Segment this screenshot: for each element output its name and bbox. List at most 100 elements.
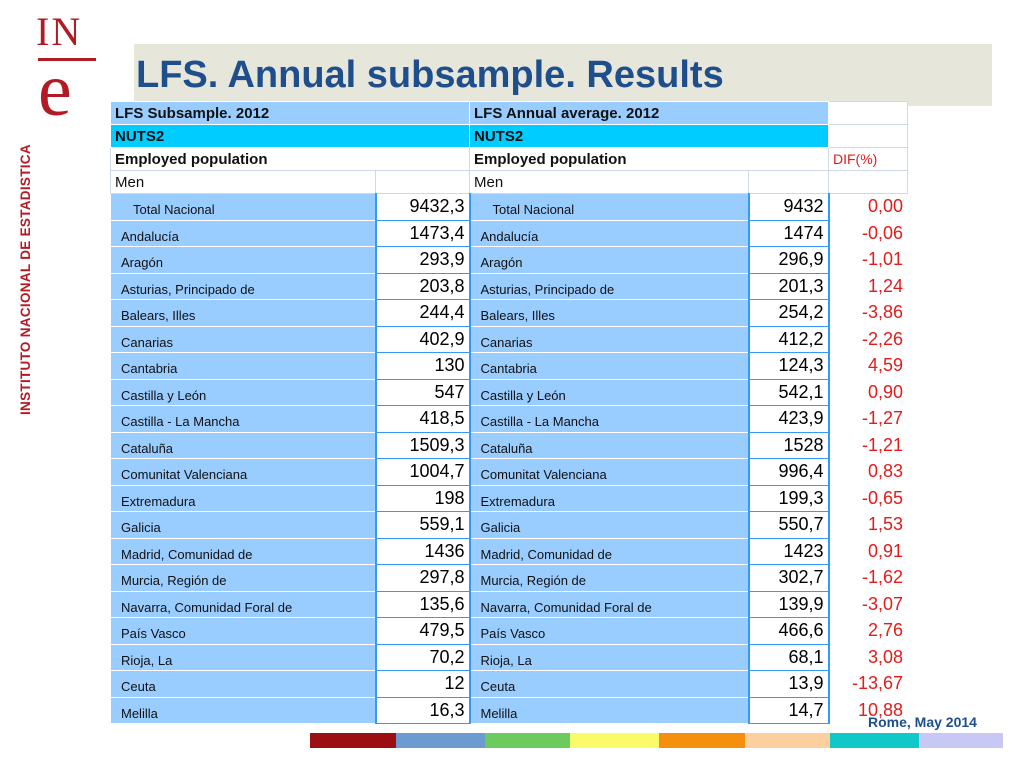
empty-cell: [828, 170, 908, 194]
left-men-label: Men: [110, 170, 376, 194]
difference-value: 3,08: [828, 643, 908, 671]
subsample-value: 198: [374, 484, 471, 512]
difference-value: -3,86: [828, 299, 908, 327]
institute-name: INSTITUTO NACIONAL DE ESTADISTICA: [18, 144, 33, 415]
difference-value: 1,24: [828, 272, 908, 300]
difference-value: -0,65: [828, 484, 908, 512]
difference-value: 2,76: [828, 617, 908, 645]
table-row: Madrid, Comunidad de 1436 Madrid, Comunida…: [110, 537, 908, 565]
annual-average-value: 1474: [747, 219, 830, 247]
subsample-value: 1436: [374, 537, 471, 565]
subsample-value: 130: [374, 352, 471, 380]
empty-cell: [375, 170, 470, 194]
table-row: Ceuta 12 Ceuta 13,9 -13,67: [110, 670, 908, 698]
right-header-title: LFS Annual average. 2012: [469, 101, 829, 125]
annual-average-value: 423,9: [747, 405, 830, 433]
region-label: Navarra, Comunidad Foral de: [110, 590, 376, 618]
region-label: Extremadura: [469, 484, 749, 512]
region-label: Castilla y León: [469, 378, 749, 406]
results-table: LFS Subsample. 2012 LFS Annual average. …: [110, 101, 908, 724]
subsample-value: 1509,3: [374, 431, 471, 459]
region-label: Extremadura: [110, 484, 376, 512]
annual-average-value: 13,9: [747, 670, 830, 698]
subsample-value: 559,1: [374, 511, 471, 539]
difference-value: -13,67: [828, 670, 908, 698]
region-label: Ceuta: [110, 670, 376, 698]
region-label: Melilla: [110, 696, 376, 724]
subsample-value: 293,9: [374, 246, 471, 274]
region-label: Rioja, La: [110, 643, 376, 671]
table-row: Asturias, Principado de 203,8 Asturias, Pr…: [110, 272, 908, 300]
region-label: Andalucía: [469, 219, 749, 247]
table-row: Rioja, La 70,2 Rioja, La 68,1 3,08: [110, 643, 908, 671]
right-employed-header: Employed population: [469, 147, 829, 171]
region-label: Canarias: [110, 325, 376, 353]
subsample-value: 203,8: [374, 272, 471, 300]
difference-value: -1,62: [828, 564, 908, 592]
difference-value: -1,21: [828, 431, 908, 459]
region-label: Cataluña: [469, 431, 749, 459]
strip-segment: [919, 733, 1003, 748]
region-label: Total Nacional: [110, 193, 376, 221]
table-row: Aragón 293,9 Aragón 296,9 -1,01: [110, 246, 908, 274]
strip-segment: [745, 733, 830, 748]
left-employed-header: Employed population: [110, 147, 470, 171]
strip-segment: [570, 733, 659, 748]
annual-average-value: 466,6: [747, 617, 830, 645]
region-label: Castilla y León: [110, 378, 376, 406]
annual-average-value: 296,9: [747, 246, 830, 274]
table-row: Balears, Illes 244,4 Balears, Illes 254,2 -3…: [110, 299, 908, 327]
table-row: Comunitat Valenciana 1004,7 Comunitat Vale…: [110, 458, 908, 486]
left-header-title: LFS Subsample. 2012: [110, 101, 470, 125]
difference-value: 0,91: [828, 537, 908, 565]
subsample-value: 9432,3: [374, 193, 471, 221]
table-row: Navarra, Comunidad Foral de 135,6 Navarra,…: [110, 590, 908, 618]
difference-value: 0,00: [828, 193, 908, 221]
region-label: Madrid, Comunidad de: [110, 537, 376, 565]
difference-value: -1,01: [828, 246, 908, 274]
table-row: Murcia, Región de 297,8 Murcia, Región de 3…: [110, 564, 908, 592]
logo-letters: IN: [36, 9, 83, 54]
right-men-label: Men: [469, 170, 749, 194]
dif-header: DIF(%): [828, 147, 908, 171]
subsample-value: 244,4: [374, 299, 471, 327]
region-label: Total Nacional: [469, 193, 749, 221]
region-label: Rioja, La: [469, 643, 749, 671]
title-band: [134, 44, 992, 106]
subsample-value: 1473,4: [374, 219, 471, 247]
table-row: Total Nacional 9432,3 Total Nacional 9432 0,…: [110, 193, 908, 221]
table-row: Cantabria 130 Cantabria 124,3 4,59: [110, 352, 908, 380]
region-label: Melilla: [469, 696, 749, 724]
difference-value: -2,26: [828, 325, 908, 353]
region-label: País Vasco: [469, 617, 749, 645]
empty-cell: [828, 101, 908, 125]
strip-segment: [310, 733, 396, 748]
region-label: Murcia, Región de: [110, 564, 376, 592]
table-row: Canarias 402,9 Canarias 412,2 -2,26: [110, 325, 908, 353]
region-label: Cataluña: [110, 431, 376, 459]
empty-cell: [748, 170, 829, 194]
annual-average-value: 14,7: [747, 696, 830, 724]
header-row-2: NUTS2 NUTS2: [110, 124, 908, 148]
subsample-value: 479,5: [374, 617, 471, 645]
region-label: Cantabria: [110, 352, 376, 380]
table-row: Melilla 16,3 Melilla 14,7 10,88: [110, 696, 908, 724]
subsample-value: 402,9: [374, 325, 471, 353]
subsample-value: 1004,7: [374, 458, 471, 486]
strip-segment: [830, 733, 919, 748]
region-label: Murcia, Región de: [469, 564, 749, 592]
subsample-value: 12: [374, 670, 471, 698]
header-row-1: LFS Subsample. 2012 LFS Annual average. …: [110, 101, 908, 125]
region-label: Galicia: [110, 511, 376, 539]
annual-average-value: 68,1: [747, 643, 830, 671]
header-row-3: Employed population Employed population …: [110, 147, 908, 171]
region-label: Comunitat Valenciana: [469, 458, 749, 486]
annual-average-value: 254,2: [747, 299, 830, 327]
annual-average-value: 199,3: [747, 484, 830, 512]
region-label: Cantabria: [469, 352, 749, 380]
footer-location-date: Rome, May 2014: [868, 714, 977, 730]
annual-average-value: 1423: [747, 537, 830, 565]
region-label: Aragón: [110, 246, 376, 274]
subsample-value: 135,6: [374, 590, 471, 618]
difference-value: -1,27: [828, 405, 908, 433]
